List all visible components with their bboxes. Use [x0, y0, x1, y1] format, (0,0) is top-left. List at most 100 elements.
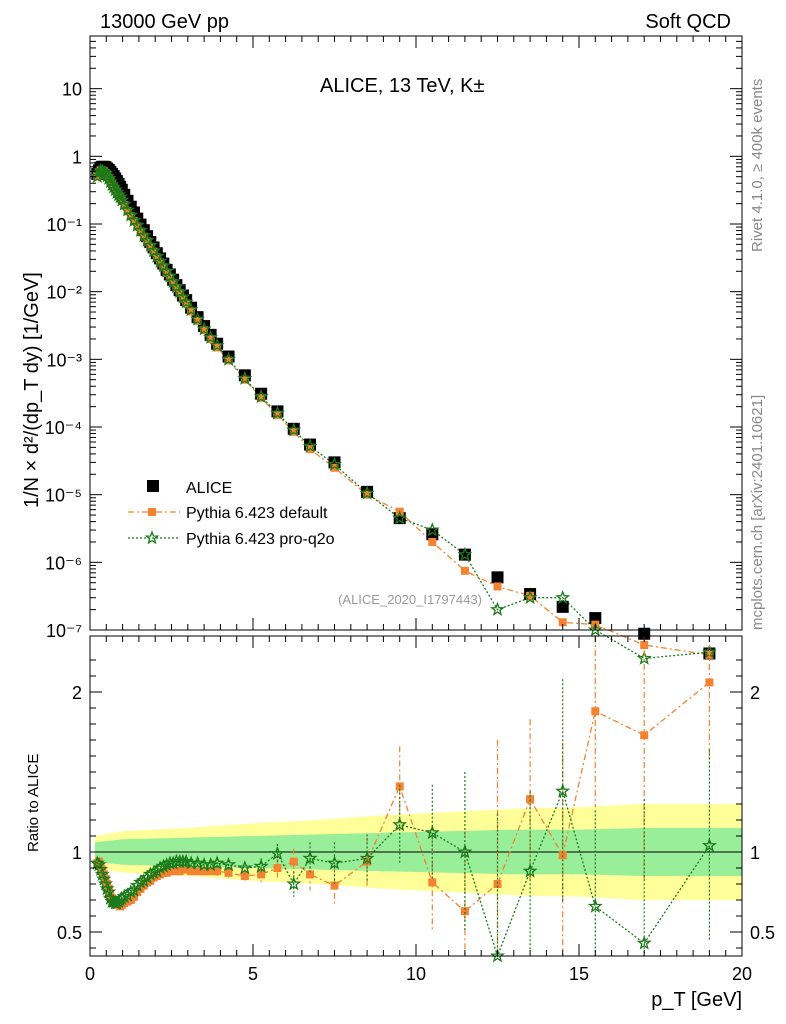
ratio-default-point [460, 907, 469, 916]
ratio-default-point [493, 880, 502, 888]
proq2o-point [220, 351, 237, 366]
alice-point [556, 600, 569, 613]
ratio-proq2o-point [120, 887, 135, 902]
proq2o-point [112, 189, 128, 204]
default-point [224, 356, 233, 365]
main-ylabel: 1/N × d²/(dp_T dy) [1/GeV] [21, 272, 43, 508]
default-point [240, 375, 249, 384]
y-tick-label: 10⁻⁷ [46, 621, 82, 641]
proq2o-point [142, 237, 158, 252]
default-point [200, 326, 209, 335]
ratio-default-point [705, 678, 714, 687]
ratio-proq2o-point [457, 844, 473, 859]
default-point [120, 201, 129, 210]
alice-point [638, 627, 651, 640]
default-point [257, 393, 266, 402]
ratio-proq2o-point [129, 877, 145, 893]
default-point [133, 222, 142, 231]
default-point [156, 258, 165, 267]
default-point [558, 618, 567, 627]
y-tick-label: 10⁻¹ [46, 215, 82, 235]
legend-marker-alice [147, 480, 159, 492]
proq2o-point [424, 522, 440, 537]
ratio-proq2o-point [302, 850, 318, 865]
ratio-proq2o-point [359, 850, 375, 865]
ratio-default-point [213, 867, 222, 876]
ratio-proq2o-point [139, 869, 155, 885]
proq2o-point [190, 311, 206, 326]
default-point [136, 227, 145, 236]
proq2o-point [99, 168, 115, 183]
legend-label-proq2o: Pythia 6.423 pro-q2o [186, 531, 335, 548]
legend-marker-proq2o [144, 530, 160, 545]
default-point [172, 284, 181, 293]
ratio-y-tick-label: 0.5 [57, 923, 82, 943]
x-tick-label: 0 [85, 964, 95, 984]
default-point [428, 537, 437, 546]
proq2o-point [359, 485, 375, 500]
ratio-proq2o-point [587, 898, 603, 913]
ratio-y-tick-label: 1 [72, 843, 82, 863]
proq2o-point [196, 321, 212, 336]
legend-label-alice: ALICE [186, 480, 232, 497]
chart-title: ALICE, 13 TeV, K± [320, 75, 484, 97]
ratio-proq2o-point [490, 948, 505, 963]
proq2o-point [102, 173, 118, 189]
ratio-proq2o-point [327, 855, 342, 870]
ratio-default-point [257, 870, 266, 879]
ratio-default-point [428, 878, 437, 887]
ratio-proq2o-point [101, 884, 117, 899]
ratio-default-point [289, 857, 298, 866]
x-tick-label: 10 [406, 964, 426, 984]
proq2o-point [203, 329, 219, 344]
proq2o-point [146, 243, 162, 258]
ratio-proq2o-point [286, 876, 302, 891]
y-tick-label: 10⁻⁵ [45, 486, 82, 506]
proq2o-point [302, 438, 318, 453]
ratio-proq2o-point [555, 783, 571, 798]
legend-marker-default [148, 508, 156, 516]
proq2o-point [168, 278, 184, 294]
ratio-ylabel: Ratio to ALICE [25, 754, 42, 852]
proq2o-point [555, 589, 571, 605]
ratio-y-tick-label: 2 [72, 683, 82, 703]
default-point [159, 263, 168, 272]
ratio-proq2o-point [392, 816, 408, 832]
y-tick-label: 10 [62, 80, 82, 100]
default-point [143, 237, 152, 246]
ratio-proq2o-point [99, 880, 115, 896]
proq2o-point [522, 589, 538, 605]
proq2o-point [178, 294, 194, 309]
ratio-default-point [306, 870, 315, 879]
default-point [187, 307, 196, 316]
default-point [330, 463, 339, 472]
series-line-1 [96, 169, 710, 656]
proq2o-point [155, 257, 171, 273]
ratio-default-point [224, 868, 233, 877]
default-point [289, 427, 298, 436]
default-point [146, 242, 155, 251]
ratio-default-point [187, 867, 196, 876]
proq2o-point [111, 186, 126, 202]
watermark: (ALICE_2020_I1797443) [338, 592, 482, 607]
ratio-y-tick-label-right: 0.5 [750, 923, 775, 943]
ratio-proq2o-point [190, 855, 206, 870]
default-point [526, 591, 535, 600]
proq2o-point [123, 207, 139, 222]
proq2o-point [116, 196, 132, 211]
ratio-default-point [193, 867, 202, 876]
ratio-proq2o-point [522, 863, 538, 878]
ratio-proq2o-point [636, 935, 652, 950]
default-point [182, 299, 191, 308]
legend: ALICE Pythia 6.423 default Pythia 6.423 … [128, 480, 335, 548]
ratio-proq2o-point [253, 858, 269, 873]
y-tick-label: 10⁻³ [46, 350, 82, 370]
ratio-proq2o-point [149, 863, 165, 878]
proq2o-point [106, 179, 122, 194]
ratio-y-tick-label-right: 1 [750, 843, 760, 863]
default-point [193, 316, 202, 325]
legend-label-default: Pythia 6.423 default [186, 505, 328, 522]
ratio-proq2o-point [203, 856, 219, 872]
site-label: mcplots.cern.ch [arXiv:2401.10621] [749, 395, 766, 630]
